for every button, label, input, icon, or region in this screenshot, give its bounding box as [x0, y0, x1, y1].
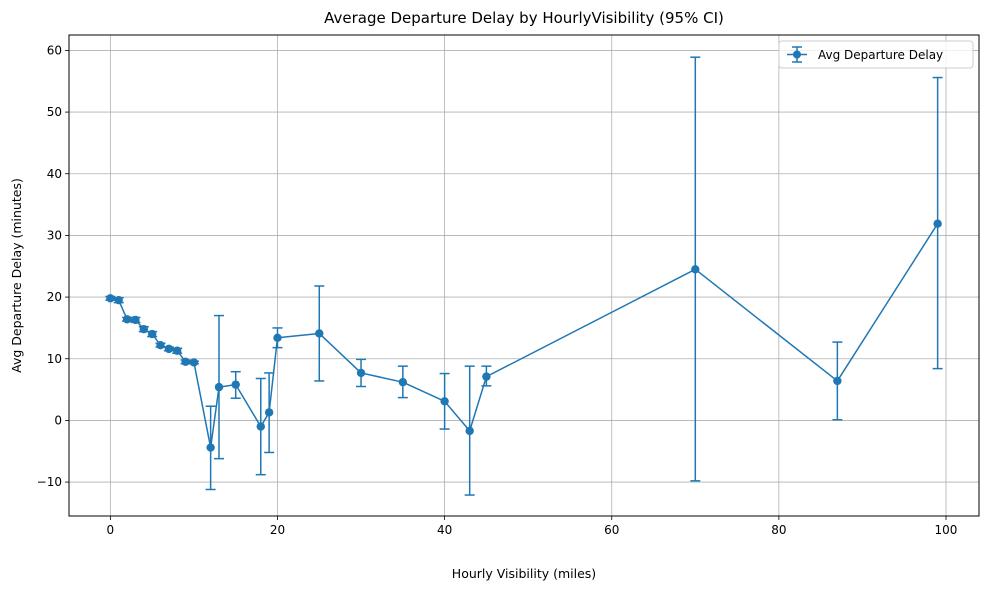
data-point: [264, 408, 274, 417]
x-tick-label: 80: [771, 523, 786, 537]
data-point: [833, 376, 842, 386]
plot-area: [69, 35, 979, 516]
data-point: [933, 219, 942, 228]
y-tick-label: 40: [47, 167, 62, 181]
y-tick-label: 50: [47, 105, 62, 119]
legend-box: [778, 40, 974, 69]
y-tick-label: −10: [37, 475, 62, 489]
legend-label: Avg Departure Delay: [818, 48, 943, 62]
data-point: [231, 380, 240, 389]
data-point: [206, 443, 215, 452]
y-tick-label: 0: [54, 413, 62, 427]
data-point: [106, 294, 115, 303]
y-tick-label: 20: [47, 290, 62, 304]
x-tick-label: 40: [437, 523, 452, 537]
data-point: [164, 344, 174, 354]
data-point: [173, 346, 182, 355]
data-point: [189, 358, 199, 367]
data-point: [273, 333, 282, 342]
data-point: [131, 315, 140, 325]
data-point: [181, 357, 190, 367]
x-tick-label: 0: [107, 523, 115, 537]
data-point: [465, 426, 474, 436]
y-tick-label: 30: [47, 228, 62, 242]
x-tick-label: 60: [604, 523, 619, 537]
y-axis-label: Avg Departure Delay (minutes): [9, 178, 24, 373]
legend-dot-marker: [793, 50, 801, 59]
data-point: [315, 329, 324, 338]
data-point: [691, 265, 700, 274]
axis-ticks: 0 20 40 60 80 100 −10 0 10 20 30 40 50 60: [37, 43, 958, 537]
x-tick-label: 20: [270, 523, 285, 537]
y-tick-label: 60: [47, 43, 62, 57]
data-point: [356, 368, 366, 378]
data-point: [114, 295, 123, 305]
data-point: [214, 382, 224, 392]
data-point: [482, 372, 491, 381]
y-tick-label: 10: [47, 352, 62, 366]
data-point: [139, 324, 148, 334]
data-point: [156, 340, 165, 350]
data-point: [256, 422, 265, 431]
data-point: [122, 315, 132, 324]
series-layer: [105, 56, 943, 496]
data-point: [398, 377, 408, 387]
data-point: [147, 329, 157, 339]
x-axis-label: Hourly Visibility (miles): [452, 566, 596, 581]
x-tick-label: 100: [935, 523, 958, 537]
plot-frame: [68, 34, 980, 517]
chart-title: Average Departure Delay by HourlyVisibil…: [324, 9, 724, 27]
data-point: [440, 397, 449, 406]
legend: Avg Departure Delay: [778, 40, 974, 69]
